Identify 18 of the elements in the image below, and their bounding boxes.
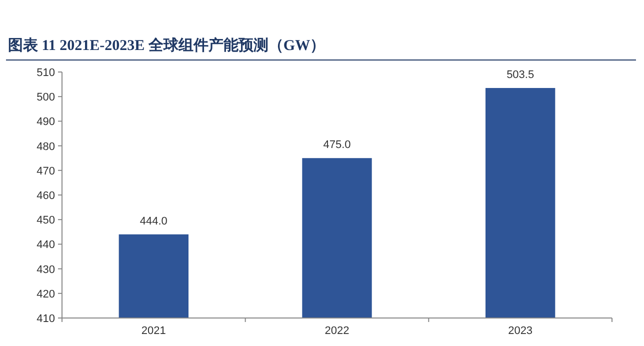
y-tick-label: 440 bbox=[36, 239, 55, 252]
y-tick-label: 480 bbox=[36, 140, 55, 153]
y-tick-label: 430 bbox=[36, 264, 55, 276]
y-tick-label: 420 bbox=[36, 288, 55, 300]
y-tick-label: 470 bbox=[36, 165, 55, 178]
data-label: 444.0 bbox=[140, 215, 168, 228]
data-label: 503.5 bbox=[506, 68, 534, 81]
y-tick-label: 460 bbox=[36, 190, 55, 202]
y-tick-label: 500 bbox=[36, 92, 55, 104]
x-tick-label: 2022 bbox=[324, 325, 350, 337]
y-tick-label: 510 bbox=[36, 67, 55, 79]
y-tick-label: 450 bbox=[36, 214, 55, 227]
y-tick-label: 490 bbox=[36, 116, 55, 128]
data-label: 475.0 bbox=[323, 139, 351, 152]
y-tick-label: 410 bbox=[36, 313, 55, 325]
x-tick-label: 2021 bbox=[141, 325, 166, 337]
chart-title: 图表 11 2021E-2023E 全球组件产能预测（GW） bbox=[8, 37, 326, 54]
x-tick-label: 2023 bbox=[508, 325, 533, 337]
